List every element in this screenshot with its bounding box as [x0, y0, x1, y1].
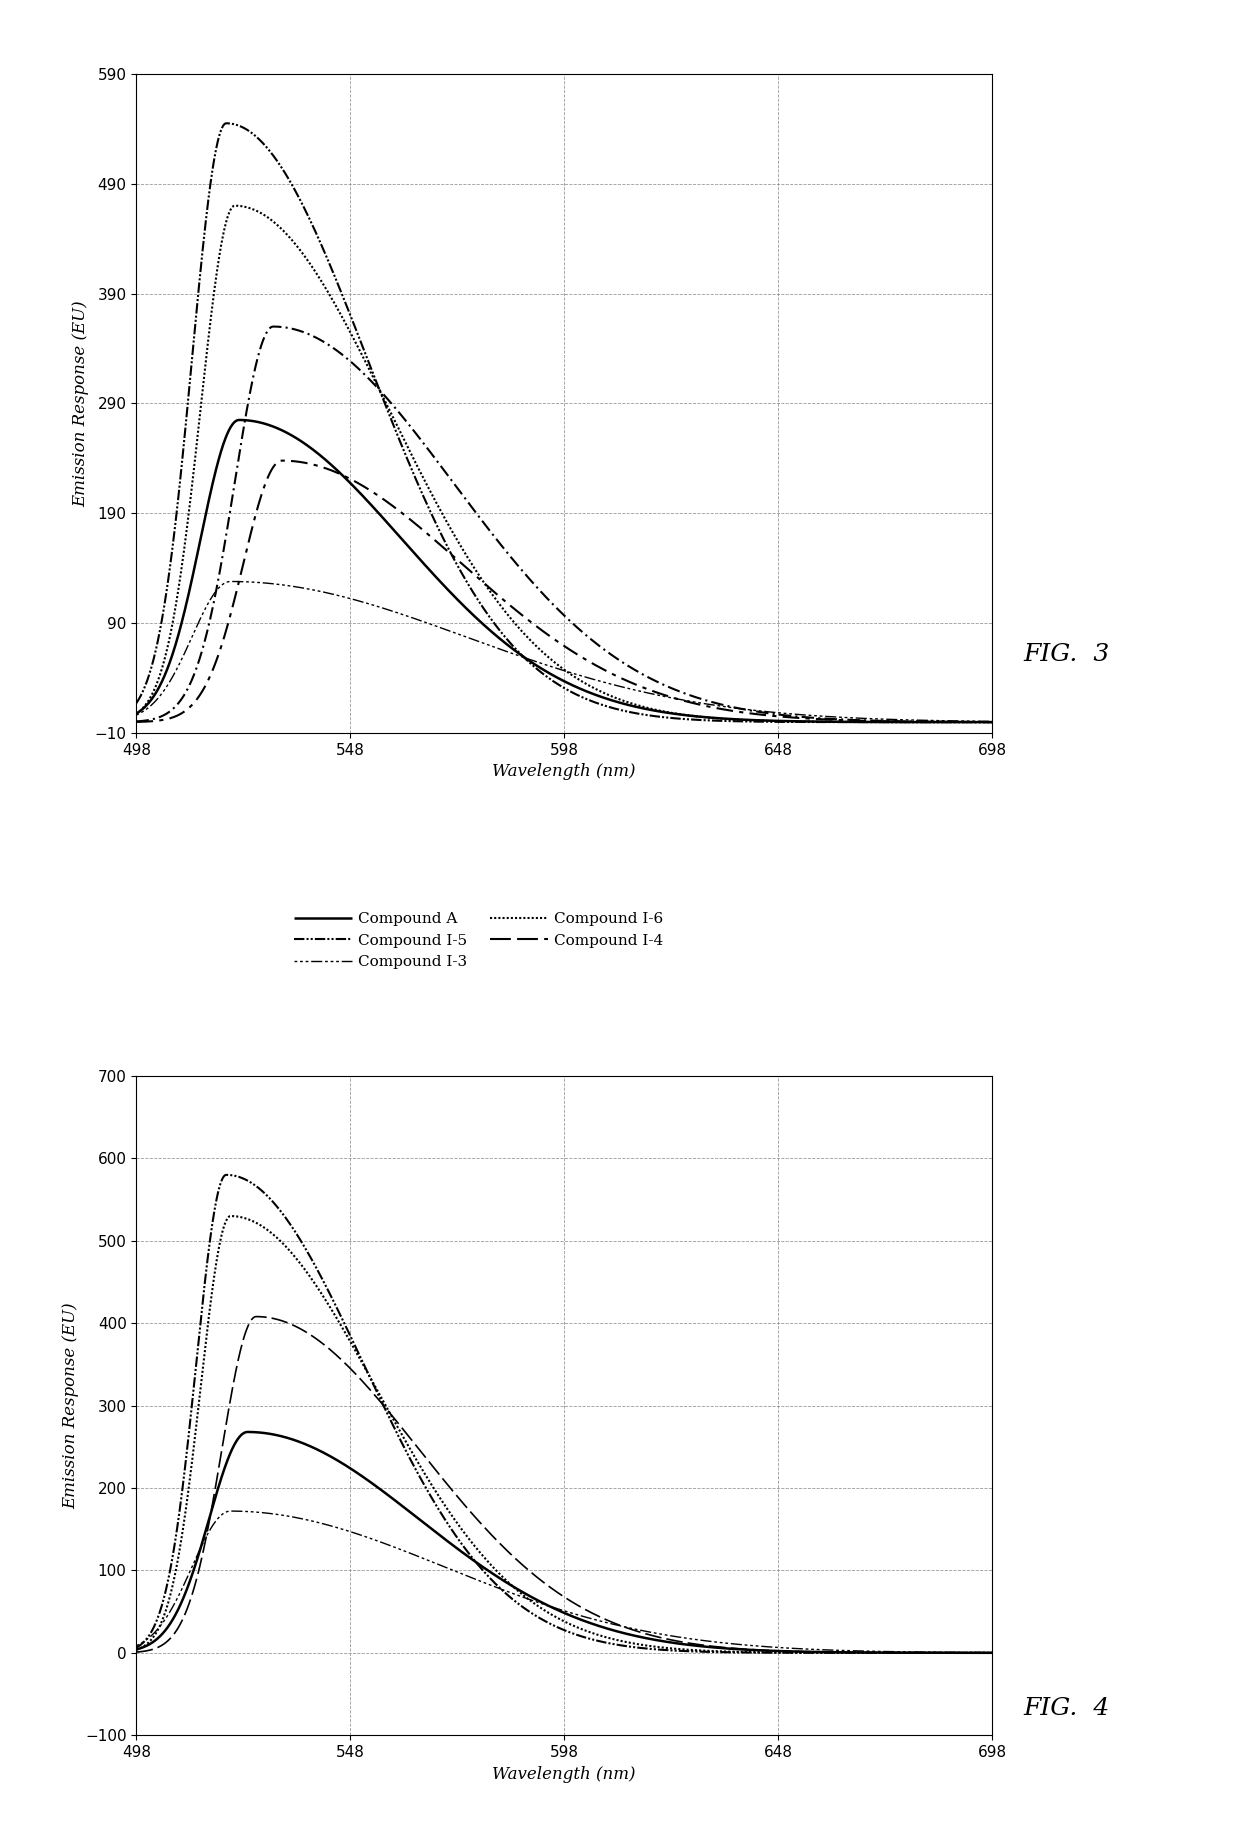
Y-axis label: Emission Response (EU): Emission Response (EU): [62, 1301, 79, 1508]
Legend: Compound A, Compound I-5, Compound I-3, Compound I-6, Compound I-4: Compound A, Compound I-5, Compound I-3, …: [294, 912, 663, 969]
Text: FIG.  3: FIG. 3: [1023, 642, 1110, 666]
X-axis label: Wavelength (nm): Wavelength (nm): [492, 764, 636, 781]
Y-axis label: Emission Response (EU): Emission Response (EU): [72, 301, 89, 508]
Text: FIG.  4: FIG. 4: [1023, 1696, 1110, 1720]
X-axis label: Wavelength (nm): Wavelength (nm): [492, 1765, 636, 1783]
